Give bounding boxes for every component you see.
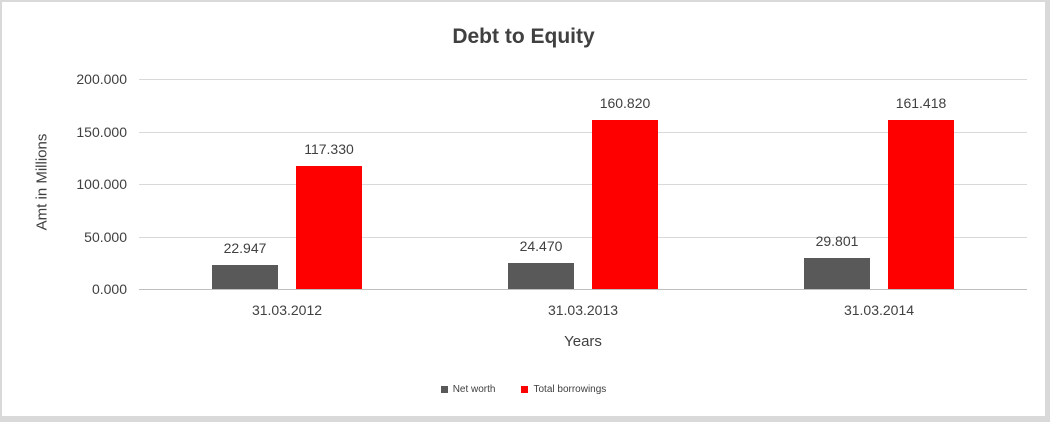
- y-tick-label: 150.000: [76, 123, 127, 140]
- gridline: [139, 131, 1027, 133]
- data-label-total-borrowings-31-03-2014: 161.418: [895, 94, 947, 111]
- bar-total-borrowings-31-03-2013: [592, 120, 658, 289]
- gridline: [139, 79, 1027, 80]
- legend-label: Net worth: [452, 384, 496, 395]
- x-tick-label: 31.03.2014: [843, 302, 915, 318]
- data-label-net-worth-31-03-2012: 22.947: [223, 239, 267, 256]
- plot-area: 0.000 50.000 100.000 150.000 200.000 22.947 11…: [76, 71, 1027, 318]
- y-tick-label: 50.000: [84, 228, 127, 245]
- bar-net-worth-31-03-2013: [508, 263, 574, 289]
- y-tick-label: 200.000: [76, 71, 127, 87]
- legend: Net worth Total borrowings: [2, 384, 1045, 395]
- x-tick-label: 31.03.2013: [547, 302, 619, 318]
- gridline: [139, 289, 1027, 290]
- legend-label: Total borrowings: [533, 384, 607, 395]
- legend-marker-total-borrowings: [521, 386, 529, 393]
- x-axis-title: Years: [564, 333, 602, 350]
- bar-total-borrowings-31-03-2014: [888, 119, 954, 289]
- legend-item-total-borrowings: Total borrowings: [521, 384, 606, 395]
- legend-marker-net-worth: [440, 386, 448, 393]
- y-tick-label: 100.000: [76, 176, 127, 192]
- bar-net-worth-31-03-2012: [212, 264, 278, 289]
- gridline: [139, 184, 1027, 185]
- chart-title: Debt to Equity: [452, 25, 595, 48]
- x-tick-label: 31.03.2012: [251, 302, 323, 318]
- data-label-net-worth-31-03-2013: 24.470: [519, 238, 563, 255]
- bar-net-worth-31-03-2014: [804, 257, 870, 289]
- legend-item-net-worth: Net worth: [440, 384, 496, 395]
- data-label-total-borrowings-31-03-2013: 160.820: [599, 95, 651, 112]
- gridline: [139, 236, 1027, 238]
- y-tick-label: 0.000: [91, 281, 127, 297]
- data-label-total-borrowings-31-03-2012: 117.330: [304, 140, 354, 157]
- data-label-net-worth-31-03-2014: 29.801: [815, 232, 859, 249]
- bar-total-borrowings-31-03-2012: [296, 165, 362, 289]
- chart-canvas: Debt to Equity Amt in Millions 0.000 50.0…: [2, 2, 1045, 416]
